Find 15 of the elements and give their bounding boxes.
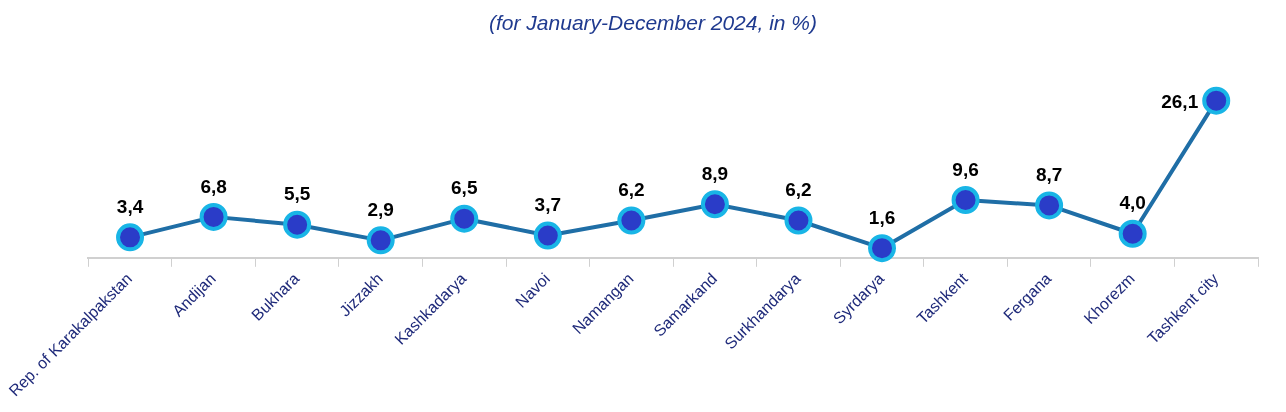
- data-label: 1,6: [868, 206, 896, 228]
- data-label: 9,6: [952, 158, 979, 180]
- data-label: 6,2: [785, 179, 812, 201]
- data-label: 8,9: [701, 162, 729, 184]
- data-label: 2,9: [367, 199, 394, 221]
- chart-subtitle: (for January-December 2024, in %): [489, 11, 817, 35]
- data-label: 3,7: [534, 194, 562, 216]
- data-label: 6,5: [451, 177, 478, 199]
- data-label: 26,1: [1161, 90, 1199, 112]
- data-label: 5,5: [283, 183, 311, 205]
- data-label: 4,0: [1119, 192, 1146, 214]
- data-label: 6,2: [618, 179, 645, 201]
- data-label: 8,7: [1035, 164, 1063, 186]
- data-label: 6,8: [200, 175, 227, 197]
- data-label: 3,4: [116, 196, 144, 218]
